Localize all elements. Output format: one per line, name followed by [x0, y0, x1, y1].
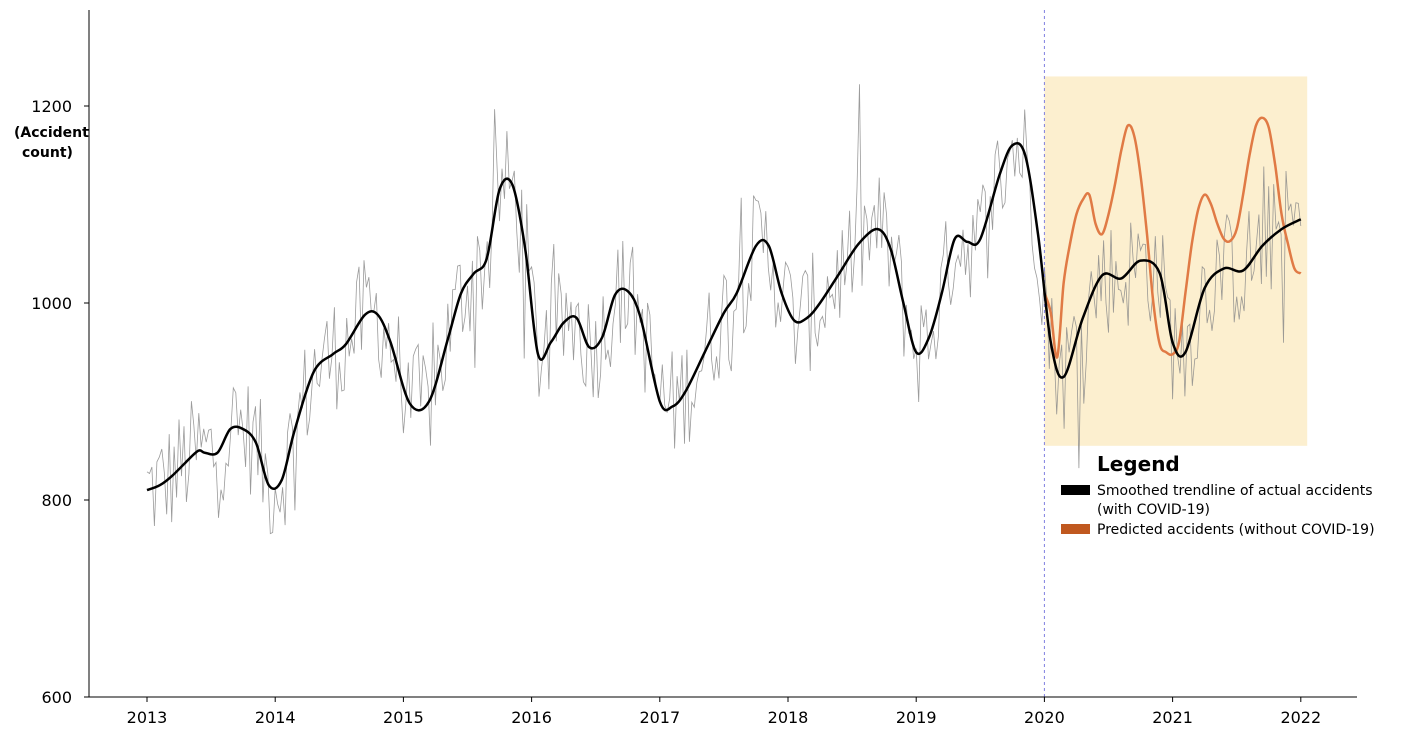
y-tick-label: 800 — [41, 491, 72, 510]
x-tick-label: 2016 — [511, 708, 552, 727]
raw-weekly-accidents-line — [146, 84, 1302, 535]
x-tick-label: 2013 — [127, 708, 168, 727]
x-tick-label: 2020 — [1024, 708, 1065, 727]
x-tick-label: 2019 — [896, 708, 937, 727]
legend-swatch — [1061, 485, 1090, 495]
legend-title: Legend — [1097, 452, 1180, 476]
y-axis-label: count) — [22, 145, 73, 161]
x-tick-label: 2022 — [1280, 708, 1321, 727]
smoothed-trendline — [146, 141, 1302, 492]
legend: Legend Smoothed trendline of actual accid… — [1061, 452, 1375, 538]
legend-label: Predicted accidents (without COVID-19) — [1097, 522, 1375, 538]
x-tick-label: 2021 — [1152, 708, 1193, 727]
y-tick-label: 600 — [41, 688, 72, 707]
x-tick-label: 2015 — [383, 708, 424, 727]
legend-swatch — [1061, 524, 1090, 534]
x-tick-label: 2018 — [768, 708, 809, 727]
legend-label: (with COVID-19) — [1097, 502, 1210, 518]
covid-period-shading — [1044, 76, 1308, 446]
x-tick-label: 2014 — [255, 708, 296, 727]
legend-label: Smoothed trendline of actual accidents — [1097, 483, 1373, 499]
y-axis-label: (Accident — [14, 125, 89, 141]
y-tick-label: 1200 — [31, 97, 72, 116]
x-tick-label: 2017 — [639, 708, 680, 727]
predicted-accidents-line — [1043, 116, 1302, 359]
y-tick-label: 1000 — [31, 294, 72, 313]
